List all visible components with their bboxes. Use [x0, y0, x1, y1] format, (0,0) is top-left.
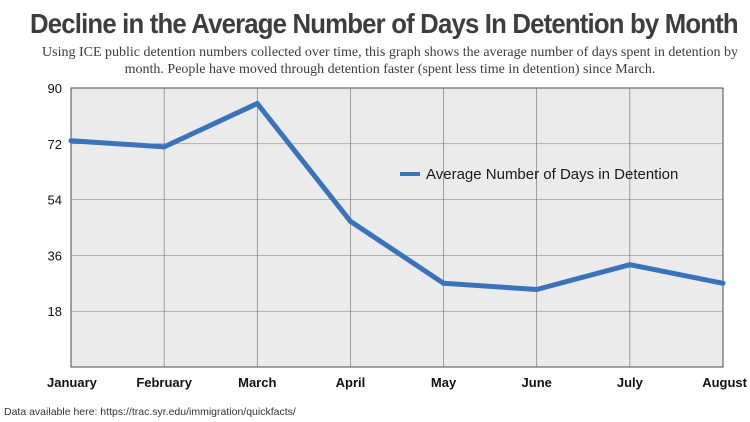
x-tick-label: August	[702, 375, 747, 390]
y-tick-label: 18	[48, 304, 62, 319]
chart-title: Decline in the Average Number of Days In…	[30, 8, 739, 39]
y-tick-label: 54	[48, 193, 62, 208]
data-source-note: Data available here: https://trac.syr.ed…	[4, 406, 296, 418]
data-point	[254, 101, 260, 106]
y-tick-label: 72	[48, 137, 62, 152]
x-axis-ticks: January February March April May June July Augu…	[47, 375, 748, 390]
series-layer	[68, 101, 726, 292]
x-tick-label: April	[336, 375, 366, 390]
data-point	[161, 144, 167, 150]
x-tick-label: March	[238, 375, 276, 390]
y-tick-label: 36	[48, 248, 62, 263]
series-line	[70, 101, 724, 292]
x-tick-label: June	[522, 375, 552, 390]
x-tick-label: January	[47, 375, 98, 390]
data-point	[441, 280, 447, 286]
data-point	[68, 138, 74, 144]
data-point	[627, 262, 633, 268]
grid-lines	[71, 88, 723, 367]
y-axis-ticks: 18 36 54 72 90	[48, 81, 62, 319]
plot-area	[70, 87, 724, 368]
y-tick-label: 90	[48, 81, 62, 96]
x-tick-label: May	[431, 375, 457, 390]
legend: Average Number of Days in Detention	[400, 166, 678, 183]
data-point	[720, 280, 726, 286]
x-tick-label: February	[136, 375, 192, 390]
data-point	[534, 287, 540, 292]
chart-subtitle: Using ICE public detention numbers colle…	[42, 45, 738, 77]
data-point	[347, 218, 353, 224]
legend-label: Average Number of Days in Detention	[426, 166, 678, 183]
x-tick-label: July	[617, 375, 644, 390]
